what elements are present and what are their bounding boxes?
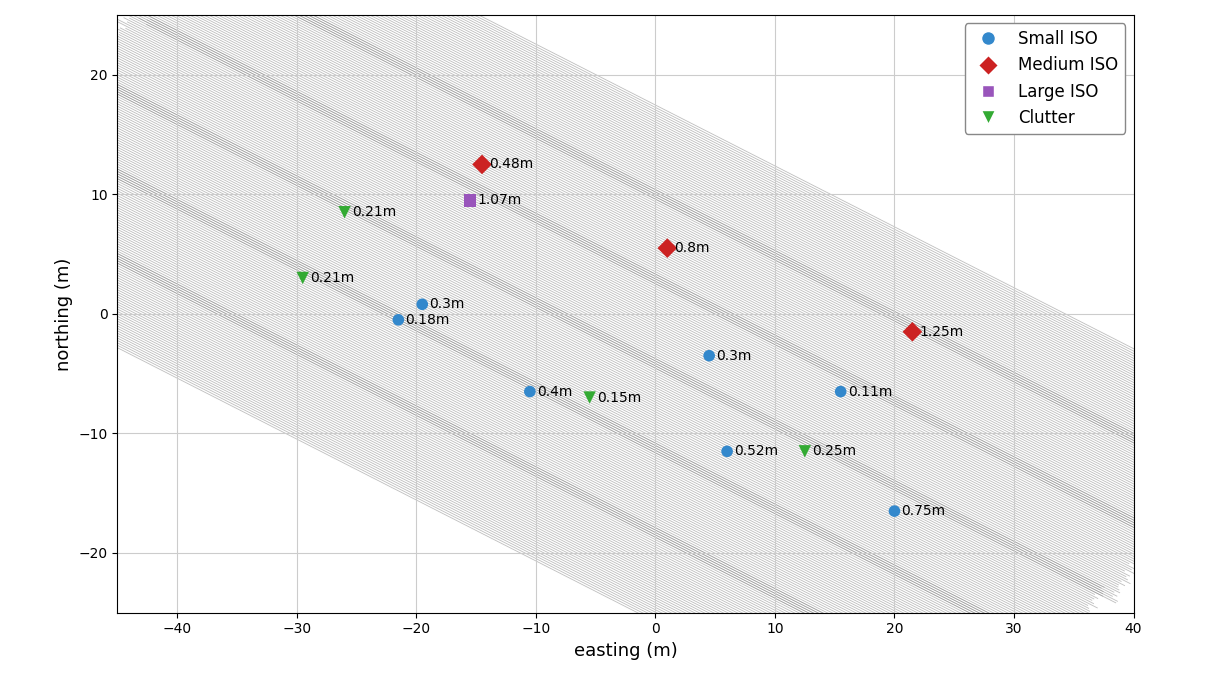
Text: 0.75m: 0.75m bbox=[902, 504, 946, 518]
Point bbox=[412, 299, 432, 310]
Text: 0.3m: 0.3m bbox=[429, 297, 464, 311]
Point bbox=[521, 386, 540, 397]
Point bbox=[885, 506, 904, 516]
Text: 0.21m: 0.21m bbox=[352, 205, 396, 219]
Point bbox=[335, 207, 355, 217]
Point bbox=[831, 386, 851, 397]
Text: 0.3m: 0.3m bbox=[717, 349, 752, 362]
Text: 0.8m: 0.8m bbox=[674, 241, 709, 255]
Text: 0.11m: 0.11m bbox=[848, 385, 892, 398]
Text: 0.15m: 0.15m bbox=[597, 391, 641, 404]
Point bbox=[657, 243, 677, 254]
Text: 0.4m: 0.4m bbox=[538, 385, 573, 398]
Text: 0.48m: 0.48m bbox=[489, 157, 534, 171]
Point bbox=[700, 350, 719, 361]
Point bbox=[795, 446, 814, 457]
Point bbox=[461, 195, 480, 206]
Point bbox=[389, 315, 408, 325]
X-axis label: easting (m): easting (m) bbox=[574, 642, 678, 660]
Point bbox=[472, 159, 491, 170]
Text: 0.18m: 0.18m bbox=[406, 313, 450, 327]
Text: 0.21m: 0.21m bbox=[310, 271, 355, 285]
Point bbox=[717, 446, 736, 457]
Legend: Small ISO, Medium ISO, Large ISO, Clutter: Small ISO, Medium ISO, Large ISO, Clutte… bbox=[965, 24, 1125, 134]
Text: 1.07m: 1.07m bbox=[478, 193, 522, 207]
Text: 0.25m: 0.25m bbox=[812, 444, 856, 458]
Text: 1.25m: 1.25m bbox=[919, 325, 964, 339]
Y-axis label: northing (m): northing (m) bbox=[55, 257, 73, 371]
Point bbox=[293, 273, 312, 284]
Point bbox=[902, 327, 922, 338]
Text: 0.52m: 0.52m bbox=[734, 444, 779, 458]
Point bbox=[580, 392, 600, 403]
